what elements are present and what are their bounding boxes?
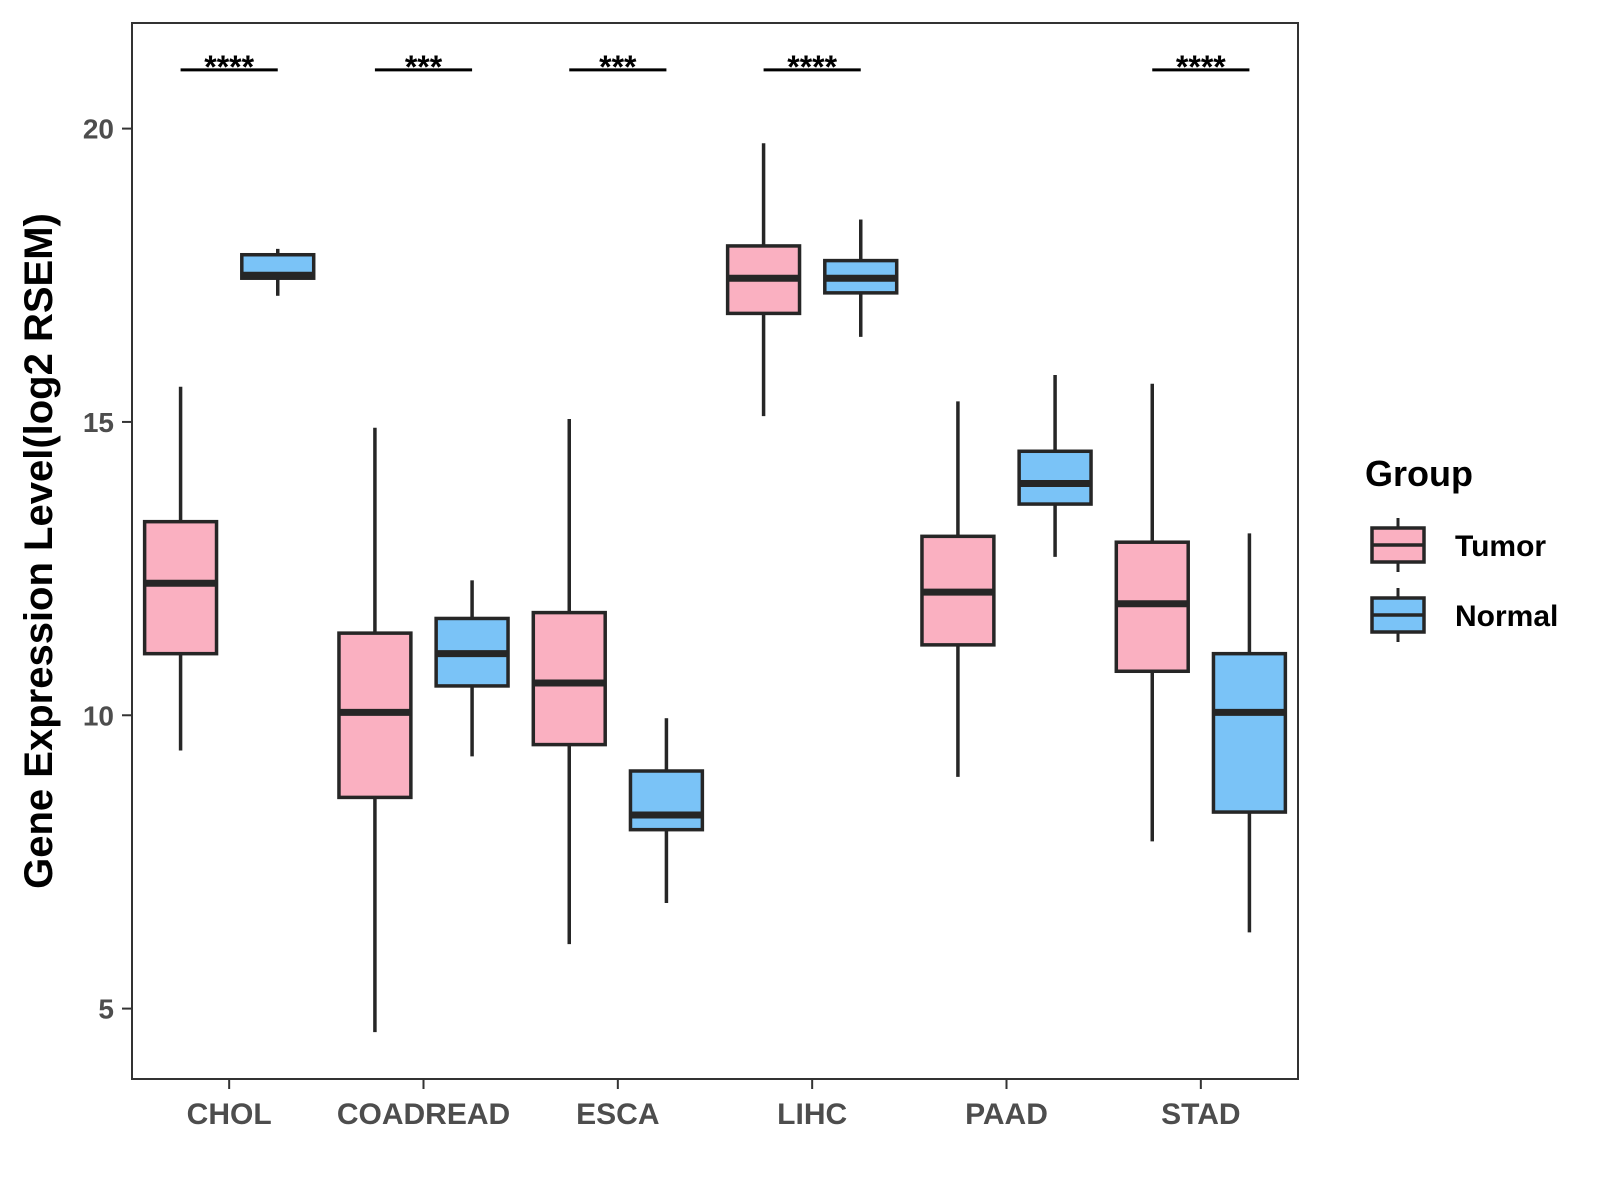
x-tick-label: LIHC xyxy=(777,1098,847,1131)
box-tumor-esca xyxy=(531,419,607,945)
x-tick-label: CHOL xyxy=(187,1098,272,1131)
x-axis: CHOL COADREAD ESCA LIHC PAAD STAD xyxy=(187,1079,1241,1131)
box-tumor-lihc xyxy=(725,143,802,417)
x-tick-label: STAD xyxy=(1161,1098,1240,1131)
legend: Group Tumor Normal xyxy=(1365,453,1558,642)
box-body xyxy=(1017,449,1093,506)
legend-item-tumor: Tumor xyxy=(1370,518,1546,572)
box-layer xyxy=(142,143,1288,1033)
legend-label: Tumor xyxy=(1455,530,1546,563)
legend-label: Normal xyxy=(1455,600,1558,633)
significance-label: **** xyxy=(787,49,837,85)
significance-layer: **** *** *** **** **** xyxy=(180,49,1250,85)
plot-panel xyxy=(131,22,1299,1080)
box-normal-chol xyxy=(240,248,316,296)
significance-label: *** xyxy=(599,49,637,85)
box-body xyxy=(628,769,705,832)
box-body xyxy=(1211,651,1288,814)
y-axis: 5 10 15 20 xyxy=(83,114,132,1025)
box-tumor-chol xyxy=(142,386,219,751)
box-normal-esca xyxy=(628,718,705,903)
significance-label: **** xyxy=(204,49,254,85)
significance-label: *** xyxy=(405,49,443,85)
box-normal-lihc xyxy=(823,219,899,337)
box-body xyxy=(142,519,219,656)
y-tick-label: 5 xyxy=(98,994,114,1025)
y-tick-label: 15 xyxy=(83,407,114,438)
box-tumor-paad xyxy=(920,401,996,777)
y-tick-label: 10 xyxy=(83,700,114,731)
x-tick-label: ESCA xyxy=(576,1098,659,1131)
legend-title: Group xyxy=(1365,453,1473,494)
box-tumor-coadread xyxy=(337,427,413,1033)
box-normal-coadread xyxy=(434,580,510,757)
box-normal-stad xyxy=(1211,533,1288,933)
x-tick-label: COADREAD xyxy=(337,1098,510,1131)
box-body xyxy=(531,610,607,747)
box-tumor-stad xyxy=(1114,383,1190,842)
y-axis-title: Gene Expression Level(log2 RSEM) xyxy=(17,213,61,889)
y-tick-label: 20 xyxy=(83,114,114,145)
significance-label: **** xyxy=(1176,49,1226,85)
legend-item-normal: Normal xyxy=(1370,588,1558,642)
box-normal-paad xyxy=(1017,375,1093,557)
x-tick-label: PAAD xyxy=(965,1098,1048,1131)
